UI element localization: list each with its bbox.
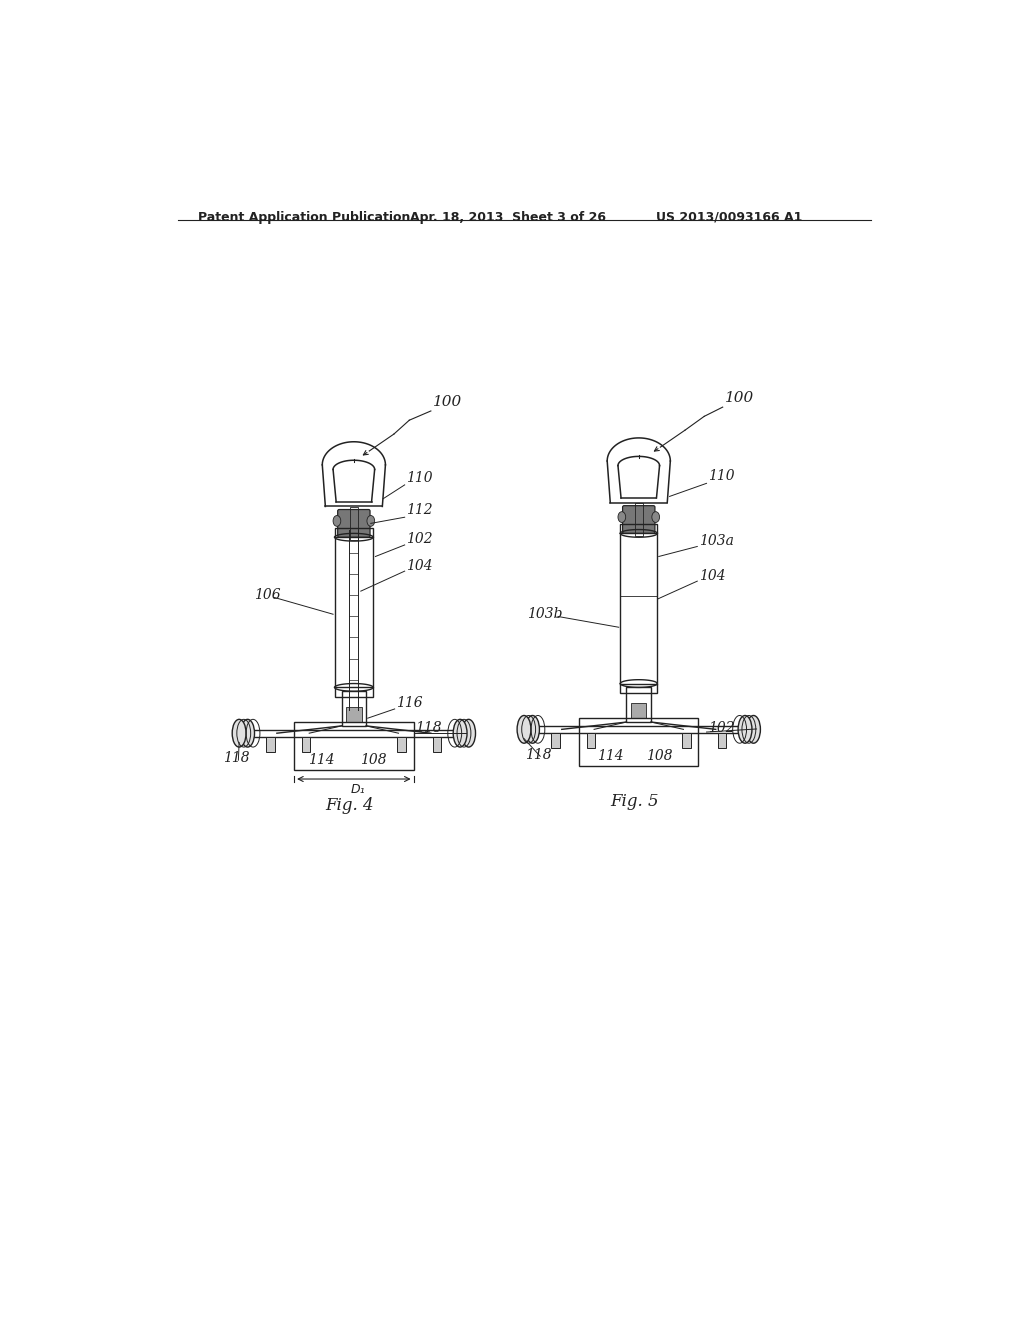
Text: Fig. 4: Fig. 4 xyxy=(326,797,375,813)
Bar xyxy=(551,733,560,748)
Text: Fig. 5: Fig. 5 xyxy=(610,793,659,810)
Ellipse shape xyxy=(462,719,475,747)
Text: 106: 106 xyxy=(254,587,281,602)
Text: Apr. 18, 2013  Sheet 3 of 26: Apr. 18, 2013 Sheet 3 of 26 xyxy=(410,211,606,224)
Bar xyxy=(621,524,657,533)
Bar xyxy=(243,730,466,737)
Ellipse shape xyxy=(652,512,659,523)
Text: 118: 118 xyxy=(416,721,442,735)
Text: 114: 114 xyxy=(597,748,624,763)
Bar xyxy=(350,507,357,540)
Bar xyxy=(527,726,751,733)
FancyBboxPatch shape xyxy=(623,506,655,533)
Bar xyxy=(682,733,691,748)
Ellipse shape xyxy=(367,516,375,527)
Text: D₁: D₁ xyxy=(350,783,365,796)
Ellipse shape xyxy=(617,512,626,523)
Text: 104: 104 xyxy=(698,569,725,582)
Ellipse shape xyxy=(738,715,752,743)
Bar xyxy=(335,528,373,537)
Bar xyxy=(266,737,274,752)
Ellipse shape xyxy=(517,715,531,743)
Bar xyxy=(346,706,361,722)
Bar xyxy=(335,688,373,697)
Text: 103b: 103b xyxy=(527,607,562,620)
Bar xyxy=(718,733,726,748)
Text: 110: 110 xyxy=(708,470,734,483)
Bar xyxy=(587,733,595,748)
Bar xyxy=(342,692,367,726)
Bar xyxy=(627,688,651,722)
Bar xyxy=(433,737,441,752)
Text: 108: 108 xyxy=(360,752,387,767)
Text: 108: 108 xyxy=(646,748,673,763)
Text: Patent Application Publication: Patent Application Publication xyxy=(199,211,411,224)
Text: 112: 112 xyxy=(407,503,433,517)
Text: 102: 102 xyxy=(708,721,734,735)
Text: 114: 114 xyxy=(308,752,335,767)
Text: 110: 110 xyxy=(407,471,433,484)
FancyBboxPatch shape xyxy=(338,510,370,537)
Ellipse shape xyxy=(241,719,255,747)
Bar xyxy=(302,737,310,752)
Text: 116: 116 xyxy=(396,696,423,710)
Bar xyxy=(635,503,643,536)
Text: 102: 102 xyxy=(407,532,433,546)
Ellipse shape xyxy=(746,715,761,743)
Ellipse shape xyxy=(333,516,341,527)
Text: 103a: 103a xyxy=(698,535,733,548)
Ellipse shape xyxy=(454,719,467,747)
Bar xyxy=(397,737,406,752)
Ellipse shape xyxy=(525,715,540,743)
Bar xyxy=(621,684,657,693)
Bar xyxy=(580,718,698,766)
Text: US 2013/0093166 A1: US 2013/0093166 A1 xyxy=(656,211,803,224)
Text: 104: 104 xyxy=(407,558,433,573)
Text: 118: 118 xyxy=(524,747,552,762)
Bar xyxy=(631,702,646,718)
Ellipse shape xyxy=(232,719,246,747)
Text: 118: 118 xyxy=(223,751,250,766)
Text: 100: 100 xyxy=(433,396,463,409)
Text: 100: 100 xyxy=(725,392,755,405)
Bar xyxy=(294,722,414,770)
